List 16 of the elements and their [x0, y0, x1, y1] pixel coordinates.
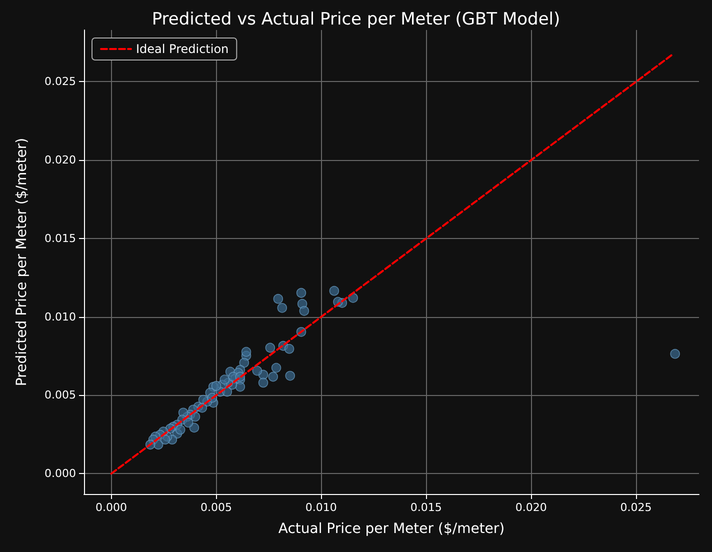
y-tick-label: 0.005 [44, 388, 76, 402]
x-tick-label: 0.020 [515, 501, 547, 514]
chart-title: Predicted vs Actual Price per Meter (GBT Model) [152, 10, 560, 30]
x-tick-label: 0.005 [200, 501, 232, 514]
y-tick-label: 0.025 [44, 75, 76, 88]
x-axis-title: Actual Price per Meter ($/meter) [278, 521, 505, 537]
legend-label: Ideal Prediction [136, 42, 229, 56]
x-tick-label: 0.010 [305, 501, 337, 514]
y-tick-label: 0.015 [44, 232, 76, 245]
y-tick-label: 0.020 [44, 154, 76, 167]
x-tick-label: 0.000 [96, 501, 128, 514]
y-axis-title: Predicted Price per Meter ($/meter) [14, 138, 30, 386]
y-tick-label: 0.010 [44, 310, 76, 324]
x-tick-label: 0.015 [410, 501, 442, 514]
x-tick-label: 0.025 [620, 501, 652, 514]
y-tick-label: 0.000 [44, 467, 76, 480]
